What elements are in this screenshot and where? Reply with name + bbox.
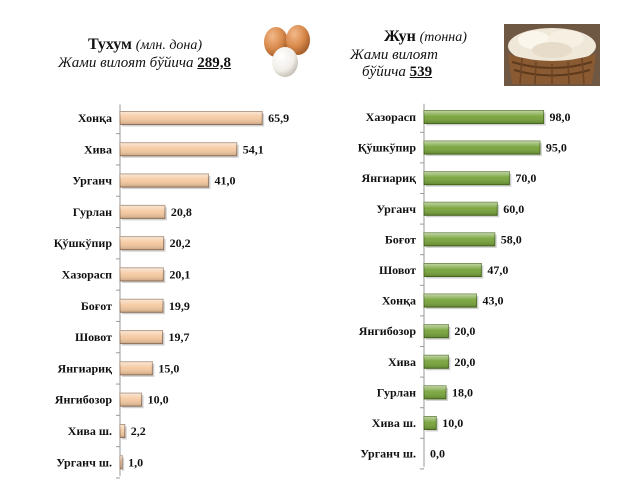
bar-gloss xyxy=(120,424,125,438)
category-label: Шовот xyxy=(75,330,112,344)
value-label: 41,0 xyxy=(214,174,235,188)
category-label: Қўшкўпир xyxy=(54,236,113,250)
wool-basket-icon xyxy=(504,24,600,86)
bar-gloss xyxy=(120,393,142,407)
value-label: 20,8 xyxy=(171,205,192,219)
wool-bar-chart: Хазорасп 98,0 Қўшкўпир 95,0 Янгиариқ 70,0 Урга… xyxy=(358,103,571,470)
category-label: Гурлан xyxy=(73,205,112,219)
bar-gloss xyxy=(424,324,449,338)
value-label: 60,0 xyxy=(503,202,524,216)
bar-gloss xyxy=(120,268,164,281)
value-label: 65,9 xyxy=(268,111,289,125)
value-label: 10,0 xyxy=(442,416,463,430)
category-label: Урганч xyxy=(376,202,416,216)
category-label: Гурлан xyxy=(377,385,416,399)
value-label: 19,7 xyxy=(168,330,189,344)
bar-gloss xyxy=(120,111,263,125)
bar-gloss xyxy=(424,110,544,124)
value-label: 18,0 xyxy=(452,385,473,399)
bar-gloss xyxy=(424,385,446,399)
value-label: 15,0 xyxy=(158,361,179,375)
category-label: Хазорасп xyxy=(62,268,112,282)
bar-gloss xyxy=(424,141,540,155)
egg-icon xyxy=(264,25,310,77)
wool-title: Жун xyxy=(384,28,416,45)
bar-gloss xyxy=(424,416,437,430)
value-label: 20,0 xyxy=(454,355,475,369)
value-label: 0,0 xyxy=(430,447,445,461)
value-label: 1,0 xyxy=(128,455,143,469)
category-label: Хонқа xyxy=(382,294,416,308)
wool-unit: (тонна) xyxy=(419,30,467,45)
wool-header-line1: Жун (тонна) xyxy=(384,28,467,46)
bar-gloss xyxy=(424,202,498,216)
value-label: 47,0 xyxy=(487,263,508,277)
bar-gloss xyxy=(424,355,449,369)
bar-gloss xyxy=(120,330,163,344)
wool-total-label-2: бўйича xyxy=(362,64,406,80)
bar-gloss xyxy=(120,174,209,188)
value-label: 58,0 xyxy=(501,232,522,246)
eggs-total-value: 289,8 xyxy=(197,55,232,71)
bar-gloss xyxy=(120,142,237,156)
category-label: Урганч ш. xyxy=(360,447,416,461)
bar-gloss xyxy=(424,171,510,185)
category-label: Хива xyxy=(388,355,416,369)
wool-header-line3: бўйича 539 xyxy=(362,64,432,81)
bar-gloss xyxy=(424,294,477,308)
wool-panel: Жун (тонна) Жами вилоят бўйича 539 Хазор… xyxy=(318,0,638,501)
value-label: 95,0 xyxy=(546,141,567,155)
category-label: Шовот xyxy=(379,263,416,277)
category-label: Хива xyxy=(84,142,112,156)
eggs-header-line1: Тухум (млн. дона) xyxy=(88,36,202,54)
category-label: Боғот xyxy=(81,299,112,313)
bar-gloss xyxy=(120,299,163,313)
category-label: Янгиариқ xyxy=(362,171,417,185)
category-label: Янгибозор xyxy=(55,393,113,407)
bar-shadow xyxy=(122,457,125,471)
category-label: Урганч xyxy=(72,174,112,188)
value-label: 2,2 xyxy=(131,424,146,438)
category-label: Хонқа xyxy=(78,111,112,125)
eggs-bar-chart: Хонқа 65,9 Хива 54,1 Урганч 41,0 Гурлан 20,8 Қўш… xyxy=(54,104,289,479)
bar-gloss xyxy=(424,232,495,246)
wool-header-line2: Жами вилоят xyxy=(350,47,438,64)
value-label: 98,0 xyxy=(550,110,571,124)
wool-total-label-1: Жами вилоят xyxy=(350,47,438,63)
category-label: Янгиариқ xyxy=(58,361,113,375)
category-label: Боғот xyxy=(385,232,416,246)
bar-gloss xyxy=(120,205,165,219)
category-label: Янгибозор xyxy=(359,324,417,338)
bar-gloss xyxy=(120,236,164,250)
wool-total-value: 539 xyxy=(409,64,433,80)
category-label: Қўшкўпир xyxy=(358,141,417,155)
eggs-title: Тухум xyxy=(88,36,132,53)
eggs-total-label: Жами вилоят бўйича xyxy=(58,55,194,71)
bar-gloss xyxy=(120,455,123,469)
value-label: 54,1 xyxy=(243,142,264,156)
value-label: 43,0 xyxy=(482,294,503,308)
value-label: 20,0 xyxy=(454,324,475,338)
value-label: 70,0 xyxy=(515,171,536,185)
eggs-panel: Тухум (млн. дона) Жами вилоят бўйича 289… xyxy=(0,0,318,501)
value-label: 20,2 xyxy=(170,236,191,250)
value-label: 19,9 xyxy=(169,299,190,313)
bar-gloss xyxy=(120,361,153,375)
category-label: Хива ш. xyxy=(68,424,112,438)
category-label: Хазорасп xyxy=(366,110,416,124)
eggs-unit: (млн. дона) xyxy=(135,38,203,53)
value-label: 10,0 xyxy=(148,393,169,407)
category-label: Урганч ш. xyxy=(56,455,112,469)
category-label: Хива ш. xyxy=(372,416,416,430)
value-label: 20,1 xyxy=(169,268,190,282)
eggs-header-line2: Жами вилоят бўйича 289,8 xyxy=(58,55,231,72)
bar-gloss xyxy=(424,263,482,277)
